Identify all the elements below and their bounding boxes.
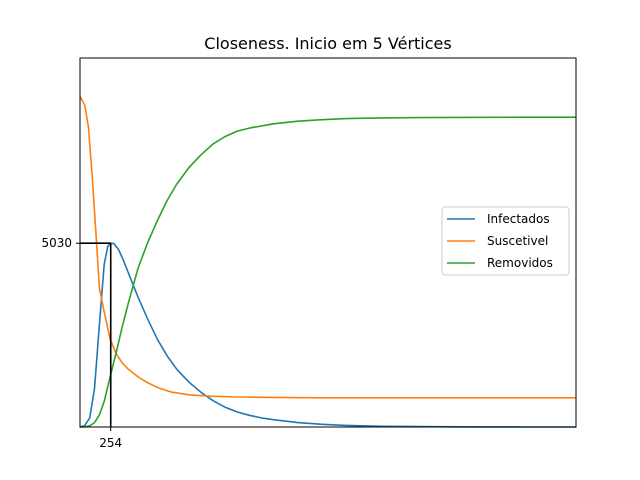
y-tick-label: 5030 <box>41 236 72 250</box>
series-line-removidos <box>79 116 576 428</box>
x-tick-label: 254 <box>99 436 122 450</box>
legend-label-infectados: Infectados <box>487 212 550 226</box>
axis-ticks: 254 5030 <box>41 236 122 450</box>
peak-marker <box>80 242 112 427</box>
series-line-infectados <box>79 242 576 428</box>
series-line-suscetivel <box>79 96 576 399</box>
series-layer <box>79 96 576 428</box>
legend-box <box>441 206 570 276</box>
legend-label-removidos: Removidos <box>487 256 553 270</box>
chart-title: Closeness. Inicio em 5 Vértices <box>204 34 451 53</box>
plot-frame <box>79 57 577 428</box>
legend: Infectados Suscetivel Removidos <box>441 206 570 276</box>
legend-label-suscetivel: Suscetivel <box>487 234 548 248</box>
